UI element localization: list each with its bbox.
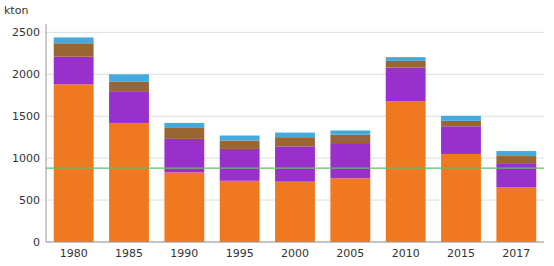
x-axis-line — [46, 242, 544, 243]
bar-segment — [386, 61, 426, 68]
bar-segment — [109, 82, 149, 92]
bar-segment — [496, 188, 536, 243]
y-tick-label: 0 — [33, 236, 40, 249]
bar-segment — [496, 151, 536, 156]
bar-segment — [109, 92, 149, 123]
bar-segment — [109, 123, 149, 242]
bar-segment — [330, 135, 370, 143]
bar-segment — [496, 156, 536, 163]
bar-segment — [54, 43, 94, 56]
y-axis-line — [46, 24, 47, 242]
grid — [46, 32, 544, 242]
y-tick-label: 500 — [19, 194, 40, 207]
grid-line — [46, 242, 544, 243]
chart-container: 0 500 1000 1500 2000 2500 kton 1980 1985 1990 1995… — [0, 0, 554, 266]
bars — [46, 37, 544, 242]
bar-segment — [54, 57, 94, 85]
x-tick-label: 2000 — [281, 247, 309, 260]
bar-segment — [275, 137, 315, 146]
y-tick-label: 1000 — [12, 152, 40, 165]
bar-segment — [54, 37, 94, 43]
x-tick-label: 2015 — [447, 247, 475, 260]
chart: 0 500 1000 1500 2000 2500 kton 1980 1985 1990 1995… — [0, 0, 554, 266]
bar-segment — [386, 101, 426, 242]
x-tick-label: 1990 — [170, 247, 198, 260]
bar-segment — [330, 143, 370, 178]
bar-segment — [330, 130, 370, 134]
y-axis-label: kton — [4, 4, 28, 17]
bar-segment — [220, 181, 260, 242]
x-tick-label: 1980 — [60, 247, 88, 260]
x-tick-label: 2017 — [502, 247, 530, 260]
x-tick-label: 2005 — [336, 247, 364, 260]
bar-segment — [164, 139, 204, 173]
bar-segment — [164, 123, 204, 128]
bar-segment — [330, 178, 370, 242]
bar-segment — [109, 74, 149, 82]
bar-segment — [54, 84, 94, 242]
reference-line — [46, 168, 544, 169]
bar-segment — [275, 182, 315, 242]
bar-segment — [164, 128, 204, 139]
bar-segment — [275, 133, 315, 138]
bar-segment — [386, 57, 426, 61]
bar-segment — [275, 146, 315, 181]
bar-segment — [164, 172, 204, 242]
x-tick-label: 1985 — [115, 247, 143, 260]
x-tick-label: 2010 — [392, 247, 420, 260]
bar-segment — [220, 136, 260, 141]
bar-segment — [220, 149, 260, 181]
bar-segment — [441, 116, 481, 121]
bar-segment — [441, 154, 481, 242]
bar-segment — [220, 141, 260, 149]
y-tick-label: 1500 — [12, 110, 40, 123]
bar-segment — [496, 163, 536, 187]
bar-segment — [386, 68, 426, 102]
grid-line — [46, 32, 544, 33]
y-tick-label: 2000 — [12, 68, 40, 81]
bar-segment — [441, 126, 481, 154]
y-tick-label: 2500 — [12, 26, 40, 39]
bar-segment — [441, 121, 481, 126]
x-tick-label: 1995 — [226, 247, 254, 260]
